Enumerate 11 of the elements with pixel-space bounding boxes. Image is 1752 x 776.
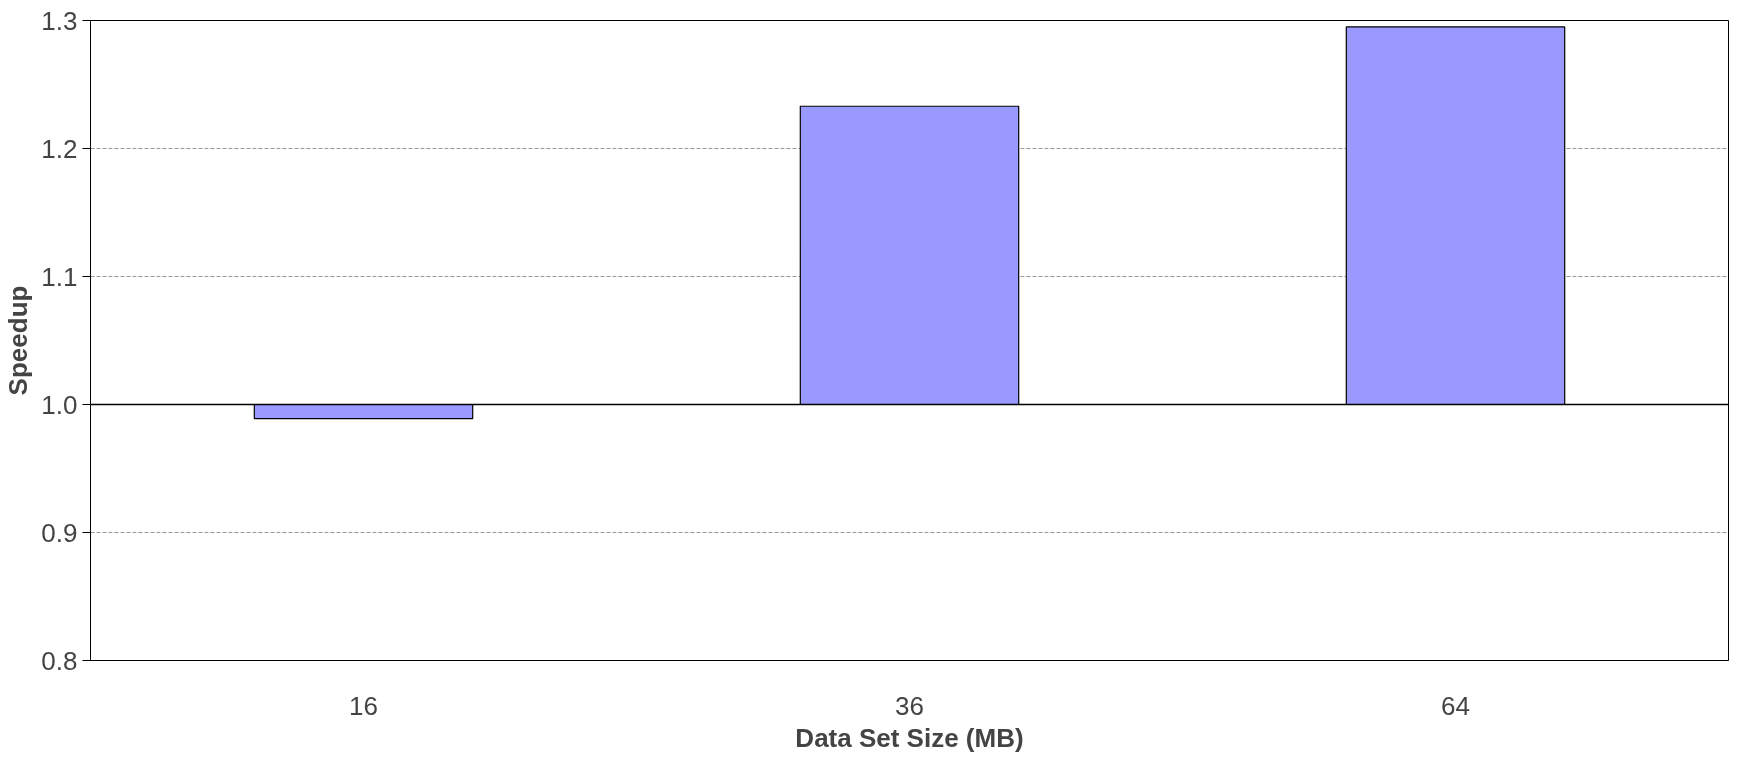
y-tick-label: 1.1 xyxy=(41,261,78,292)
x-axis-title: Data Set Size (MB) xyxy=(795,722,1024,753)
y-tick-label: 1.2 xyxy=(41,133,78,164)
y-axis-title: Speedup xyxy=(3,285,34,396)
y-tick-label: 0.9 xyxy=(41,517,78,548)
y-tick-label: 1.0 xyxy=(41,389,78,420)
x-tick-label: 64 xyxy=(1441,690,1470,721)
x-tick-label: 36 xyxy=(895,690,924,721)
y-tick-label: 0.8 xyxy=(41,645,78,676)
y-tick-label: 1.3 xyxy=(41,5,78,36)
x-tick-label: 16 xyxy=(349,690,378,721)
